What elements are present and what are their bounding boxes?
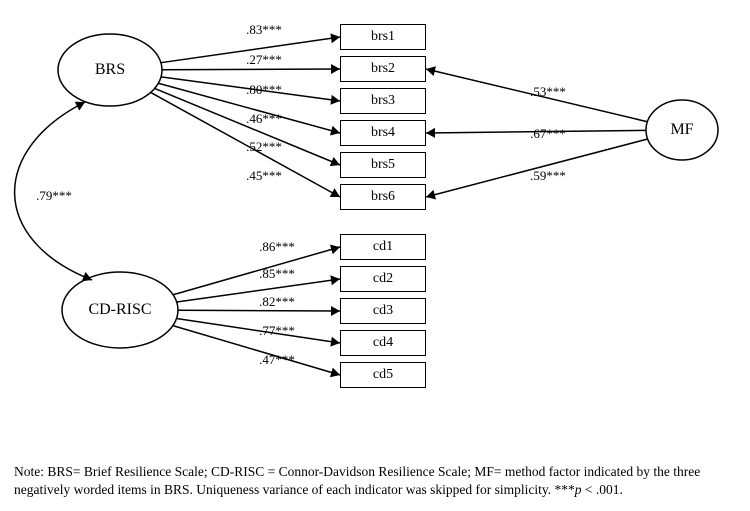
latent-brs: BRS <box>95 61 125 79</box>
indicator-brs6: brs6 <box>340 184 426 210</box>
indicator-brs3: brs3 <box>340 88 426 114</box>
loading-cd-cd4: .77*** <box>259 323 295 339</box>
indicator-brs5: brs5 <box>340 152 426 178</box>
indicator-brs2: brs2 <box>340 56 426 82</box>
note-p: p <box>575 482 582 497</box>
indicator-brs4: brs4 <box>340 120 426 146</box>
indicator-cd3: cd3 <box>340 298 426 324</box>
covariance-brs-cdrisc: .79*** <box>36 188 72 204</box>
loading-cd-cd3: .82*** <box>259 294 295 310</box>
indicator-cd4: cd4 <box>340 330 426 356</box>
loading-brs-brs2: .27*** <box>246 52 282 68</box>
indicator-cd1: cd1 <box>340 234 426 260</box>
loading-brs-brs3: .80*** <box>246 82 282 98</box>
note-suffix: < .001. <box>582 482 623 497</box>
loading-cd-cd2: .85*** <box>259 266 295 282</box>
loading-mf-brs2: .53*** <box>530 84 566 100</box>
loading-mf-brs4: .67*** <box>530 126 566 142</box>
loading-brs-brs6: .45*** <box>246 168 282 184</box>
loading-brs-brs5: .52*** <box>246 139 282 155</box>
loading-cd-cd1: .86*** <box>259 239 295 255</box>
indicator-brs1: brs1 <box>340 24 426 50</box>
loading-mf-brs6: .59*** <box>530 168 566 184</box>
indicator-cd2: cd2 <box>340 266 426 292</box>
latent-cdrisc: CD-RISC <box>88 301 151 319</box>
figure-note: Note: BRS= Brief Resilience Scale; CD-RI… <box>14 463 736 499</box>
loading-brs-brs4: .46*** <box>246 111 282 127</box>
indicator-cd5: cd5 <box>340 362 426 388</box>
loading-cd-cd5: .47*** <box>259 352 295 368</box>
loading-brs-brs1: .83*** <box>246 22 282 38</box>
latent-mf: MF <box>670 121 693 139</box>
